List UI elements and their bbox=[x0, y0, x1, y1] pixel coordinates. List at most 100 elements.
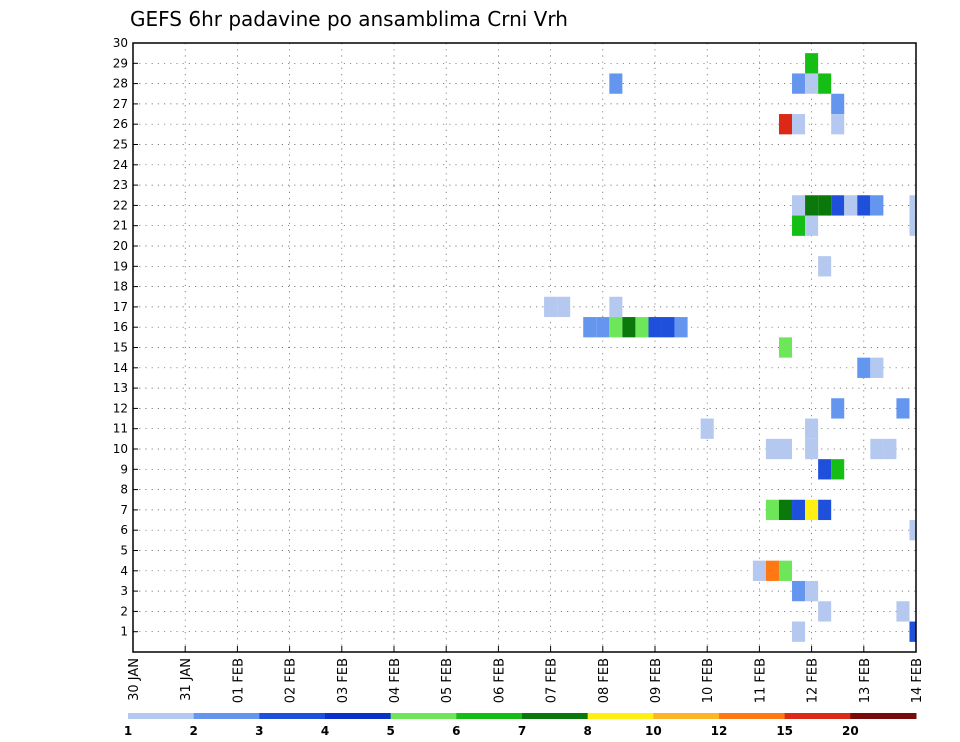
heatmap-cell bbox=[752, 560, 766, 581]
heatmap-cell bbox=[818, 73, 832, 94]
heatmap-cell bbox=[805, 73, 819, 94]
y-tick-label: 25 bbox=[113, 138, 128, 152]
heatmap-cell bbox=[870, 357, 884, 378]
x-tick-label: 13 FEB bbox=[858, 658, 873, 703]
x-tick-label: 03 FEB bbox=[336, 658, 351, 703]
chart-title: GEFS 6hr padavine po ansamblima Crni Vrh bbox=[130, 7, 568, 31]
heatmap-cell bbox=[778, 438, 793, 460]
x-tick-label: 01 FEB bbox=[231, 658, 246, 703]
y-tick-label: 12 bbox=[113, 401, 128, 415]
heatmap-cell bbox=[805, 499, 819, 521]
heatmap-cell bbox=[674, 317, 688, 338]
y-tick-label: 6 bbox=[120, 523, 128, 537]
y-tick-label: 22 bbox=[113, 198, 128, 212]
y-tick-label: 15 bbox=[113, 341, 128, 355]
heatmap-cell bbox=[635, 317, 649, 338]
y-tick-label: 10 bbox=[113, 442, 128, 456]
legend-swatch bbox=[259, 713, 326, 719]
legend-label: 4 bbox=[321, 724, 329, 738]
color-legend: 1 2 3 4 5 6 7 8 10 12 15 20 bbox=[124, 713, 917, 738]
heatmap-cell bbox=[805, 418, 819, 439]
x-tick-label: 12 FEB bbox=[806, 658, 821, 703]
heatmap-cell bbox=[857, 195, 871, 216]
y-axis-ticks: 1234567891011121314151617181920212223242… bbox=[113, 36, 138, 639]
heatmap-cell bbox=[870, 438, 884, 460]
grid-lines bbox=[133, 43, 916, 652]
heatmap-cell bbox=[792, 195, 806, 216]
legend-label: 8 bbox=[583, 724, 591, 738]
y-tick-label: 4 bbox=[120, 564, 128, 578]
y-tick-label: 3 bbox=[120, 584, 128, 598]
heatmap-cell bbox=[792, 580, 806, 602]
heatmap-cell bbox=[870, 195, 884, 216]
heatmap-cell bbox=[831, 398, 845, 419]
legend-swatch bbox=[653, 713, 720, 719]
x-tick-label: 30 JAN bbox=[127, 658, 142, 701]
heatmap-cell bbox=[805, 580, 819, 602]
y-tick-label: 9 bbox=[120, 462, 128, 476]
y-tick-label: 16 bbox=[113, 320, 128, 334]
heatmap-cell bbox=[648, 317, 662, 338]
heatmap-cell bbox=[805, 53, 819, 74]
heatmap-cell bbox=[583, 317, 597, 338]
heatmap-cell bbox=[805, 215, 819, 236]
legend-label: 10 bbox=[645, 724, 662, 738]
legend-swatch bbox=[784, 713, 851, 719]
heatmap-cell bbox=[661, 317, 675, 338]
heatmap-cell bbox=[700, 418, 714, 439]
y-tick-label: 30 bbox=[113, 36, 128, 50]
heatmap-cell bbox=[831, 114, 845, 135]
heatmap-cell bbox=[818, 499, 832, 521]
heatmap-cell bbox=[909, 621, 916, 642]
legend-swatch bbox=[456, 713, 523, 719]
y-tick-label: 26 bbox=[113, 117, 128, 131]
heatmap-cell bbox=[778, 337, 793, 358]
heatmap-cell bbox=[792, 114, 806, 135]
x-tick-label: 10 FEB bbox=[701, 658, 716, 703]
heatmap-cell bbox=[596, 317, 610, 338]
heatmap-cell bbox=[778, 560, 793, 581]
heatmap-cell bbox=[609, 296, 623, 318]
y-tick-label: 8 bbox=[120, 483, 128, 497]
heatmap-cell bbox=[557, 296, 571, 318]
heatmap-cell bbox=[609, 73, 623, 94]
heatmap-cell bbox=[831, 459, 845, 480]
heatmap-cell bbox=[792, 73, 806, 94]
heatmap-cell bbox=[765, 438, 779, 460]
y-tick-label: 7 bbox=[120, 503, 128, 517]
heatmap-cell bbox=[896, 601, 910, 622]
x-tick-label: 14 FEB bbox=[910, 658, 925, 703]
heatmap-cell bbox=[818, 601, 832, 622]
heatmap-cell bbox=[792, 215, 806, 236]
x-tick-label: 09 FEB bbox=[649, 658, 664, 703]
y-tick-label: 29 bbox=[113, 56, 128, 70]
legend-label: 5 bbox=[386, 724, 394, 738]
y-tick-label: 28 bbox=[113, 77, 128, 91]
heatmap-cell bbox=[765, 499, 779, 521]
legend-swatch bbox=[719, 713, 786, 719]
heatmap-cell bbox=[778, 499, 793, 521]
heatmap-cell bbox=[792, 499, 806, 521]
heatmap-cell bbox=[818, 459, 832, 480]
heatmap-cell bbox=[622, 317, 636, 338]
x-tick-label: 07 FEB bbox=[545, 658, 560, 703]
legend-swatch bbox=[587, 713, 654, 719]
y-tick-label: 23 bbox=[113, 178, 128, 192]
legend-swatch bbox=[390, 713, 457, 719]
y-tick-label: 21 bbox=[113, 219, 128, 233]
y-tick-label: 20 bbox=[113, 239, 128, 253]
heatmap-cell bbox=[544, 296, 558, 318]
heatmap-cell bbox=[778, 114, 793, 135]
heatmap-cell bbox=[818, 256, 832, 277]
y-tick-label: 19 bbox=[113, 259, 128, 273]
heatmap-cell bbox=[831, 195, 845, 216]
y-tick-label: 24 bbox=[113, 158, 128, 172]
heatmap-cells bbox=[544, 53, 916, 642]
y-tick-label: 5 bbox=[120, 544, 128, 558]
heatmap-cell bbox=[857, 357, 871, 378]
legend-swatch bbox=[128, 713, 195, 719]
x-tick-label: 08 FEB bbox=[597, 658, 612, 703]
heatmap-cell bbox=[818, 195, 832, 216]
x-tick-label: 31 JAN bbox=[179, 658, 194, 701]
